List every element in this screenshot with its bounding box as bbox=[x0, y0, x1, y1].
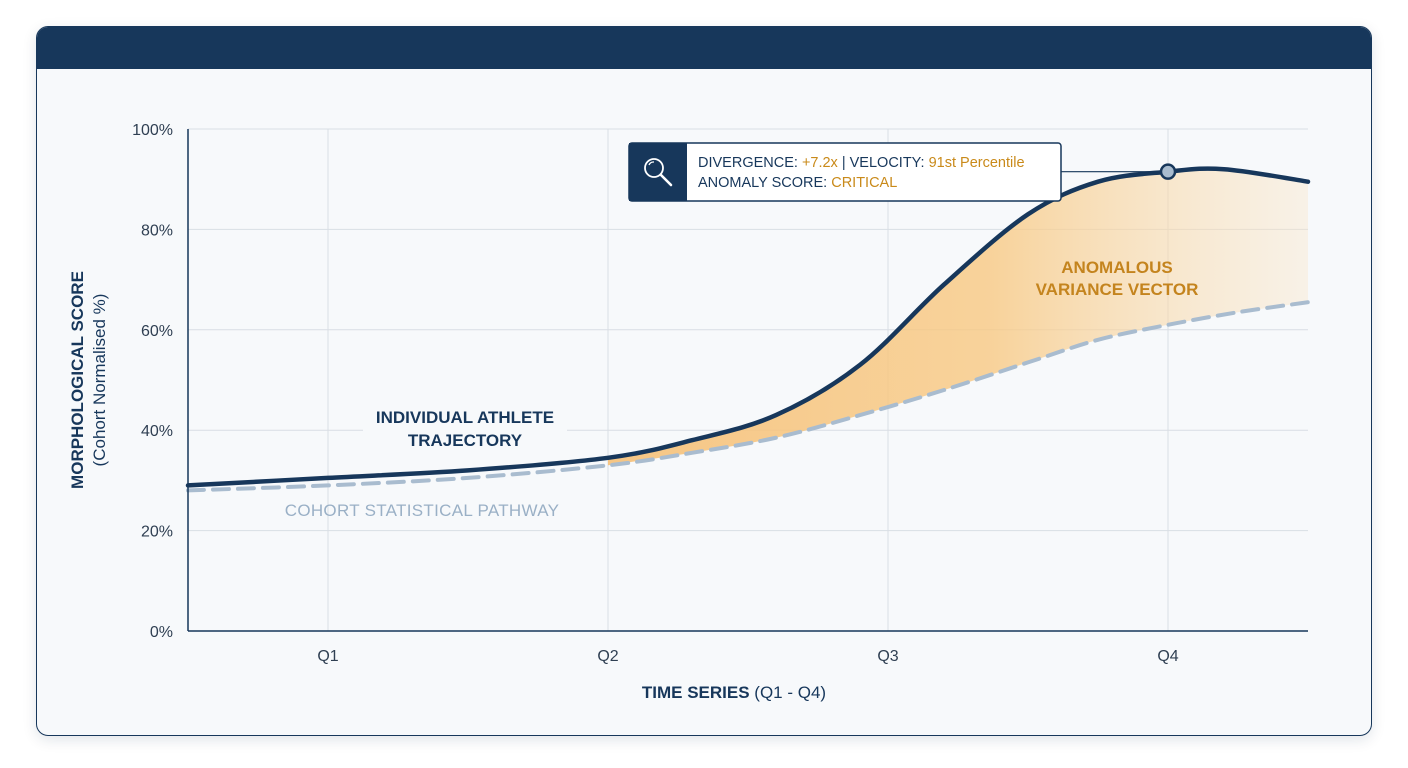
y-tick-label: 20% bbox=[141, 524, 173, 541]
y-tick-label: 100% bbox=[132, 122, 173, 139]
x-tick-label: Q2 bbox=[597, 648, 618, 665]
y-tick-label: 80% bbox=[141, 222, 173, 239]
chart: 0% 20% 40% 60% 80% 100% Q1 Q2 Q3 Q4 INDIVIDUAL A… bbox=[68, 122, 1311, 702]
x-tick-label: Q1 bbox=[317, 648, 338, 665]
series-cohort-line bbox=[186, 300, 1310, 493]
tooltip-line2: ANOMALY SCORE: CRITICAL bbox=[698, 175, 897, 191]
peak-marker[interactable] bbox=[1159, 163, 1177, 180]
athlete-series-label-line2: TRAJECTORY bbox=[408, 431, 523, 450]
y-axis-subtitle: (Cohort Normalised %) bbox=[90, 294, 109, 467]
y-axis-title: MORPHOLOGICAL SCORE bbox=[68, 271, 87, 489]
anomalous-variance-area bbox=[608, 168, 1308, 466]
x-axis-title: TIME SERIES (Q1 - Q4) bbox=[642, 683, 826, 702]
series-athlete-line bbox=[185, 166, 1311, 488]
y-tick-labels: 0% 20% 40% 60% 80% 100% bbox=[132, 122, 173, 641]
card-header-bar bbox=[37, 27, 1371, 69]
x-tick-labels: Q1 Q2 Q3 Q4 bbox=[317, 648, 1178, 665]
y-tick-label: 40% bbox=[141, 423, 173, 440]
tooltip-icon-bg bbox=[629, 143, 687, 201]
anomaly-region-label-line1: ANOMALOUS bbox=[1061, 258, 1172, 277]
athlete-series-label-line1: INDIVIDUAL ATHLETE bbox=[376, 408, 554, 427]
y-tick-label: 0% bbox=[150, 624, 173, 641]
magnifier-icon bbox=[644, 158, 673, 187]
athlete-label-bg bbox=[363, 401, 567, 455]
x-tick-label: Q3 bbox=[877, 648, 898, 665]
chart-card: 0% 20% 40% 60% 80% 100% Q1 Q2 Q3 Q4 INDIVIDUAL A… bbox=[36, 26, 1372, 736]
y-tick-label: 60% bbox=[141, 323, 173, 340]
x-tick-label: Q4 bbox=[1157, 648, 1178, 665]
tooltip-box bbox=[628, 142, 1062, 202]
anomaly-region-label-line2: VARIANCE VECTOR bbox=[1036, 280, 1199, 299]
cohort-series-label: COHORT STATISTICAL PATHWAY bbox=[285, 501, 559, 520]
tooltip-line1: DIVERGENCE: +7.2x | VELOCITY: 91st Perce… bbox=[698, 155, 1025, 171]
tooltip: DIVERGENCE: +7.2x | VELOCITY: 91st Perce… bbox=[628, 142, 1161, 202]
